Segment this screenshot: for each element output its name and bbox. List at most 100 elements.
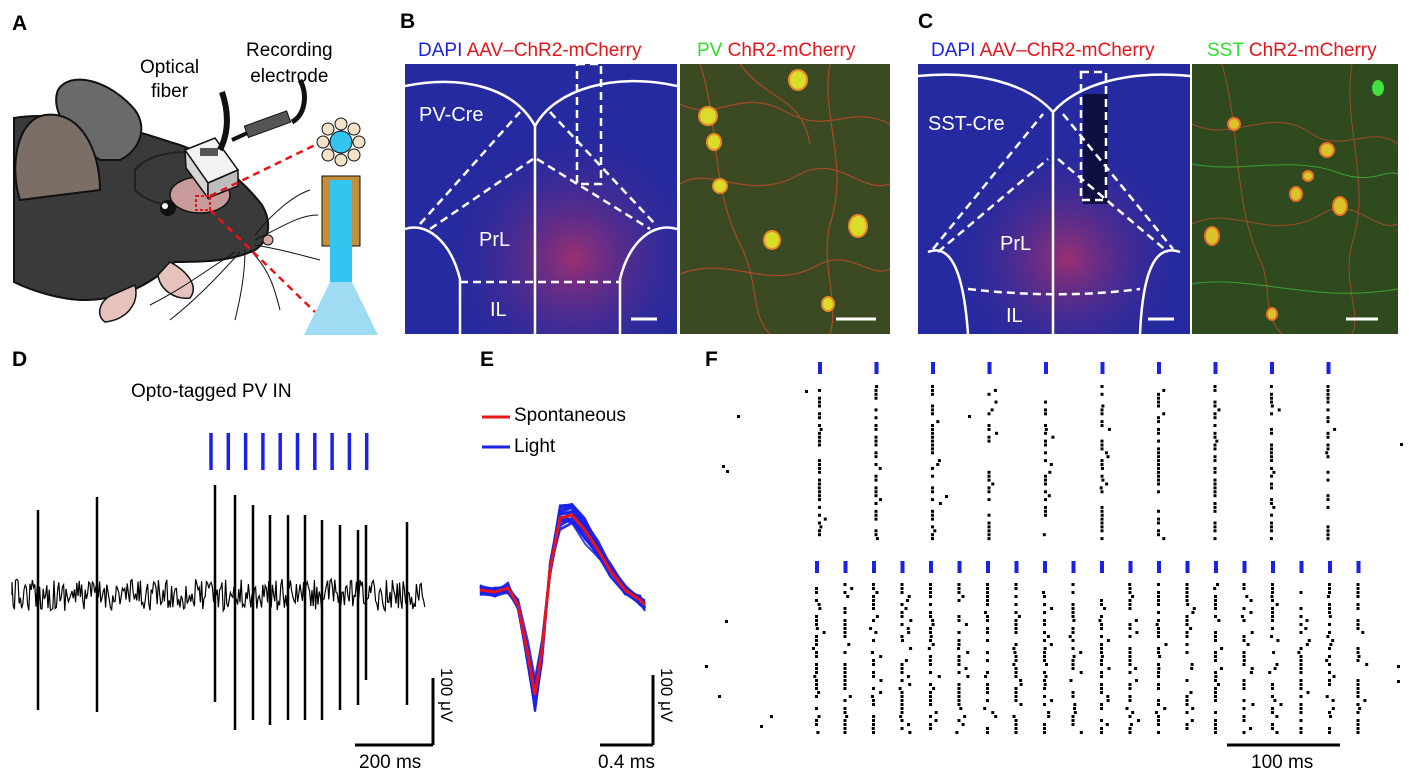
spike-tick [1249,671,1253,674]
spike-tick [1213,424,1217,427]
spike-tick [1100,691,1103,694]
spike-tick [1242,583,1246,586]
light-waveform [479,509,646,701]
spike-tick [815,667,818,670]
spike-tick [1128,607,1132,610]
spike-tick [1043,611,1046,614]
implant-cube [183,137,240,201]
spike-tick [1101,466,1104,470]
panel-b-cell-label: PV [697,40,723,61]
spike-tick [1157,451,1160,455]
spike-tick [1019,679,1023,682]
spike-tick [1328,679,1331,682]
spike-tick [1356,623,1360,626]
spike-tick [1157,447,1160,451]
spike-tick [1270,529,1273,533]
spike-tick [1100,623,1103,626]
spike-tick [1189,627,1193,630]
spike-tick [843,667,847,670]
spike-tick [907,631,911,634]
panel-c-labeled-cells [1204,117,1348,321]
spike-tick [991,711,995,714]
spike-tick [1299,711,1303,714]
spike-tick [931,447,934,451]
spike-tick [1071,591,1075,594]
spike-tick [1014,723,1018,726]
spike-tick [987,498,991,502]
spike-tick [1213,525,1217,529]
spike-tick [1299,667,1303,670]
spike-tick [931,517,934,521]
light-pulse [1328,561,1332,573]
spike-tick [900,611,904,614]
spike-tick [1134,667,1138,670]
spike-tick [1185,699,1189,702]
optical-fiber-label-line1: Optical [140,57,200,78]
mouse-eye [160,200,176,216]
spike-tick [812,647,815,650]
spike-tick [900,591,904,594]
spike-tick [1012,663,1016,666]
spike-tick [1105,482,1109,486]
spike-tick [1157,521,1160,525]
panel-d-voltage-trace [11,485,426,730]
spike-tick [1073,711,1077,714]
spike-tick [907,595,911,598]
spike-tick [929,583,932,586]
spike-tick [815,627,819,630]
spike-tick [1215,439,1219,443]
spike-tick [1100,424,1104,427]
spike-tick [1100,443,1104,447]
spike-tick [1213,404,1217,408]
spike-tick [818,607,822,610]
spike-tick [718,695,721,698]
spike-tick [818,404,821,408]
spike-tick [1326,435,1330,439]
spike-tick [987,478,991,482]
spike-tick [843,687,847,690]
spike-tick [1100,599,1103,602]
spike-tick [987,427,991,431]
spike-tick [874,396,878,400]
light-pulse [1270,362,1274,374]
spike-tick [1100,687,1103,690]
spike-tick [931,525,934,529]
spike-tick [1157,703,1160,706]
spike-tick [1072,619,1076,622]
spike-tick [815,655,818,658]
spike-tick [1306,691,1310,694]
spike-tick [1214,635,1217,638]
spike-tick [1213,529,1217,533]
spike-tick [1128,603,1132,606]
spike-tick [1043,727,1046,730]
light-waveform [479,518,646,688]
light-waveform [479,514,646,690]
spike-tick [986,639,989,642]
spike-tick [818,412,821,416]
spike-tick [900,671,904,674]
spike-tick [1299,687,1303,690]
spike-tick [1157,599,1160,602]
spike-tick [1213,502,1217,505]
spike-tick [900,691,904,694]
tetrode-cross-section [316,117,366,167]
spike-tick [1157,667,1161,670]
spike-tick [1128,599,1132,602]
spike-tick [1356,595,1360,598]
spike-tick [929,703,932,706]
spike-tick [1014,631,1018,634]
spike-tick [818,513,821,517]
light-pulse [1100,561,1104,573]
spike-tick [1043,683,1047,686]
light-pulse [1326,362,1331,374]
spike-tick [1299,659,1303,662]
spike-tick [872,699,875,702]
spike-tick [1044,400,1047,404]
light-pulse [1157,561,1161,573]
spike-tick [900,727,904,730]
spike-tick [872,599,875,602]
spike-tick [900,699,904,702]
spike-tick [1164,643,1168,646]
spike-tick [843,591,847,594]
spike-tick [875,615,879,618]
